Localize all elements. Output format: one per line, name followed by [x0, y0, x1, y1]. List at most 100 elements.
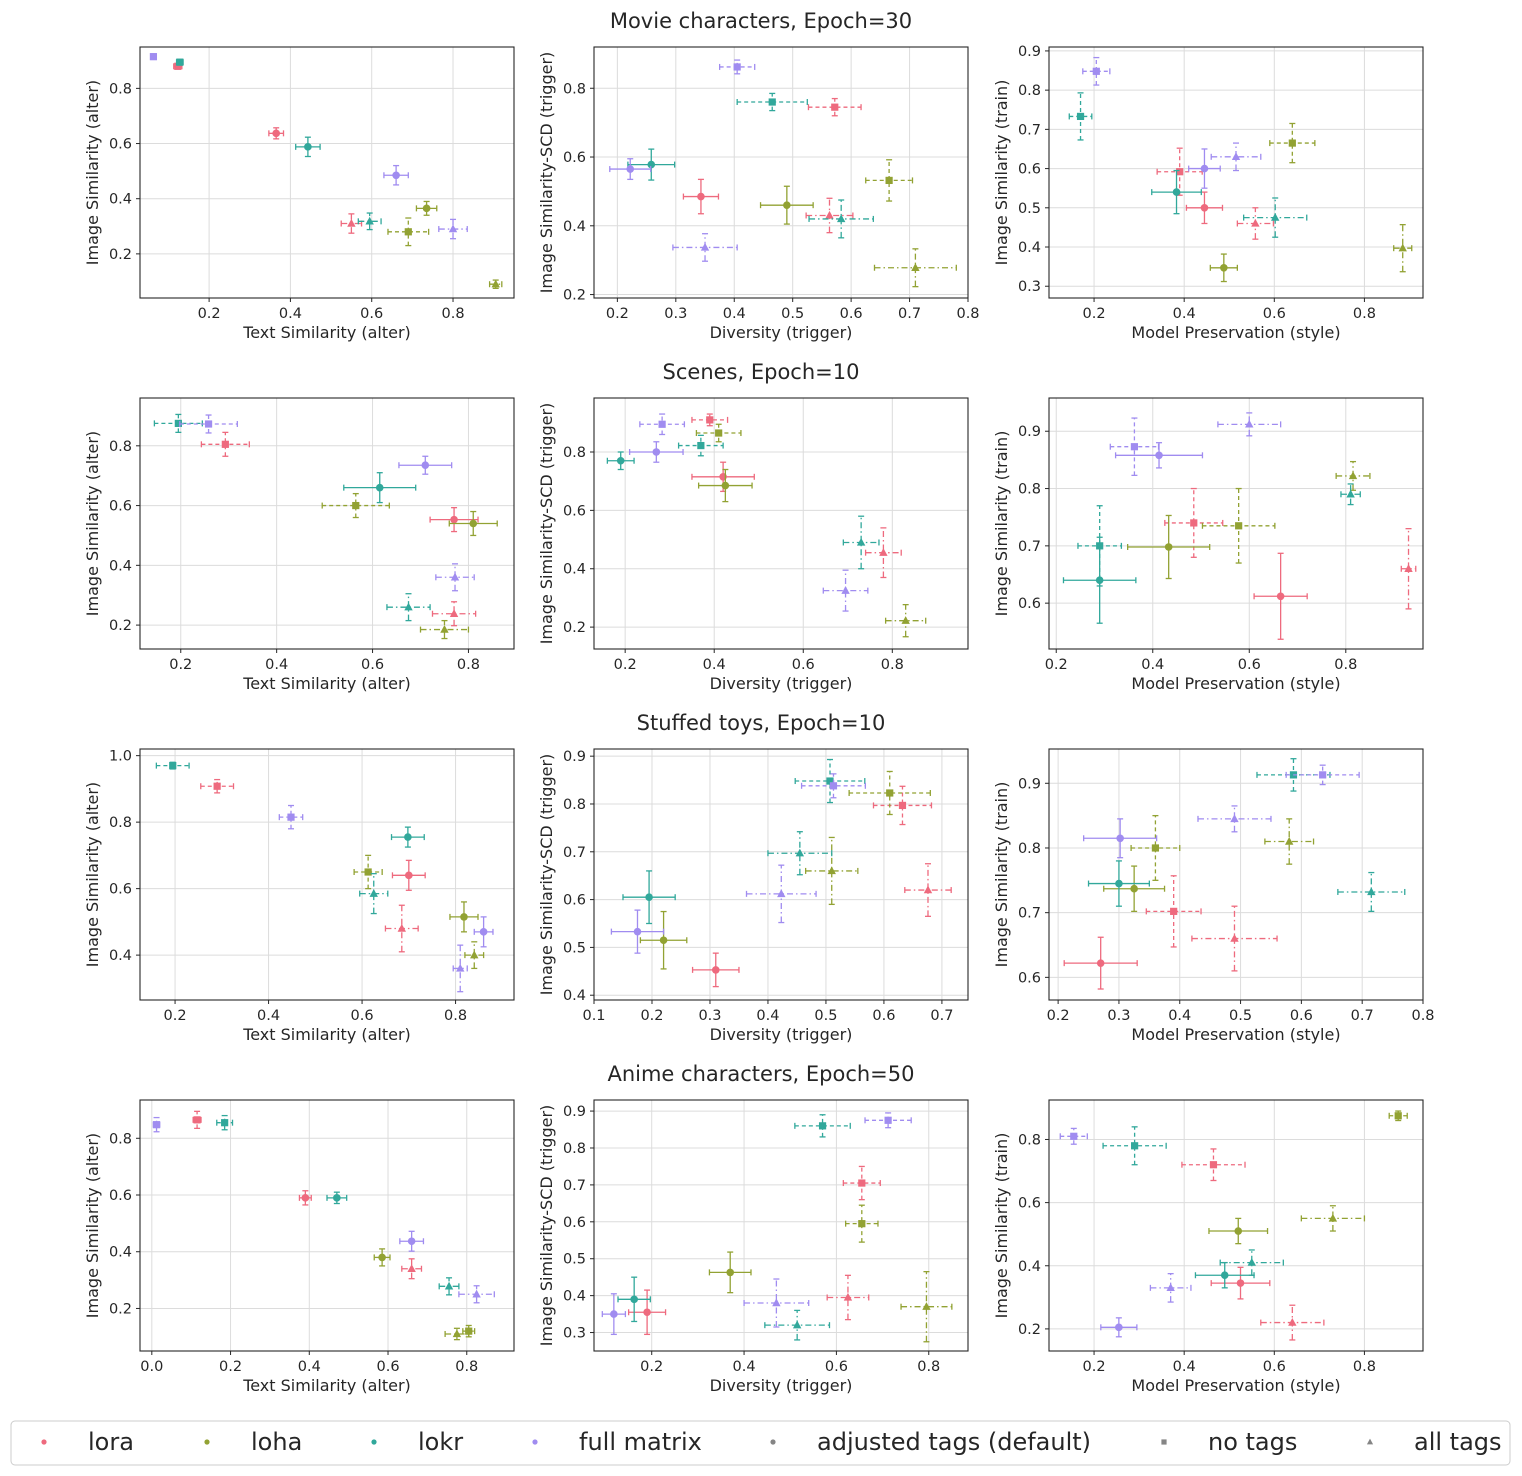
y-tick-label: 0.4	[563, 562, 586, 578]
axes-frame	[139, 748, 515, 1001]
scatter-panel: 0.2 0.4 0.6 0.8 0.2 0.4 0.6 0.8 Text Similarity …	[83, 397, 515, 693]
point-lokr-none	[736, 92, 808, 112]
point-loha-adjusted	[639, 910, 688, 970]
data-marker	[700, 242, 710, 251]
point-lokr-none	[1077, 505, 1123, 587]
x-tick-label: 0.2	[219, 1359, 242, 1375]
scatter-panel: 0.2 0.4 0.6 0.8 0.3 0.4 0.5 0.6 0.7 0.8 0.9 Model P…	[992, 44, 1424, 342]
y-tick-label: 0.8	[1018, 83, 1041, 99]
data-marker	[404, 833, 412, 841]
data-marker	[149, 53, 158, 61]
y-axis-label: Image Similarity-SCD (trigger)	[537, 403, 556, 645]
point-loha-all	[488, 279, 503, 289]
data-marker	[659, 936, 668, 945]
point-full-adjusted	[609, 158, 652, 181]
y-tick-label: 0.6	[563, 503, 586, 519]
x-tick-label: 0.6	[361, 657, 384, 673]
y-tick-label: 0.8	[563, 81, 586, 97]
data-marker	[1230, 814, 1239, 823]
point-lora-all	[1236, 207, 1275, 240]
x-tick-label: 0.6	[840, 306, 863, 322]
x-axis-label: Diversity (trigger)	[710, 1025, 853, 1044]
data-marker	[626, 165, 635, 173]
y-axis-label: Image Similarity-SCD (trigger)	[537, 1105, 556, 1347]
point-full-none	[278, 804, 304, 830]
y-tick-label: 0.6	[563, 893, 586, 909]
data-marker	[697, 192, 705, 201]
y-tick-label: 0.9	[1018, 44, 1041, 60]
x-tick-label: 0.4	[257, 1008, 280, 1024]
data-marker	[886, 789, 894, 797]
point-lora-none	[691, 413, 729, 427]
point-full-all	[1197, 805, 1272, 833]
data-marker	[633, 927, 642, 936]
data-marker	[333, 1194, 341, 1202]
point-lokr-adjusted	[606, 451, 635, 471]
data-marker	[885, 176, 893, 185]
point-full-adjusted	[601, 1293, 627, 1336]
data-marker	[829, 782, 838, 790]
legend-marker	[1366, 1438, 1374, 1445]
x-tick-label: 0.2	[640, 1359, 663, 1375]
point-loha-adjusted	[373, 1248, 391, 1267]
point-lora-adjusted	[691, 952, 740, 988]
point-lokr-none	[175, 58, 184, 66]
data-marker	[818, 1122, 827, 1130]
y-tick-label: 0.8	[1018, 482, 1041, 498]
x-tick-label: 0.4	[703, 657, 726, 673]
point-loha-adjusted	[1103, 865, 1166, 913]
data-marker	[831, 103, 839, 111]
axes-frame	[593, 397, 969, 650]
point-loha-none	[865, 159, 914, 202]
y-tick-label: 0.4	[1018, 1259, 1041, 1275]
point-lora-adjusted	[682, 178, 720, 215]
data-marker	[272, 129, 280, 138]
point-loha-none	[844, 1204, 879, 1243]
point-lora-none	[192, 1110, 202, 1130]
data-marker	[836, 214, 846, 223]
y-tick-label: 0.8	[563, 445, 586, 461]
y-tick-label: 0.6	[109, 137, 132, 153]
point-loha-adjusted	[708, 1251, 752, 1294]
x-tick-label: 0.4	[1173, 1359, 1196, 1375]
data-marker	[352, 501, 360, 510]
point-lokr-adjusted	[627, 148, 676, 181]
y-tick-label: 0.4	[109, 1245, 132, 1261]
point-full-adjusted	[628, 441, 684, 463]
data-marker	[711, 966, 720, 974]
data-marker	[301, 1194, 310, 1202]
point-lokr-all	[357, 212, 382, 231]
point-full-none	[1109, 417, 1160, 477]
axes-frame	[1048, 46, 1424, 299]
legend-label: lokr	[418, 1428, 463, 1456]
x-tick-label: 0.1	[582, 1008, 605, 1024]
x-tick-label: 0.5	[814, 1008, 837, 1024]
data-marker	[460, 913, 468, 921]
legend-entry: all tags	[1366, 1428, 1502, 1456]
point-lora-all	[864, 527, 902, 579]
axes-frame	[1048, 748, 1424, 1001]
point-lokr-none	[1102, 1126, 1167, 1166]
y-axis-label: Image Similarity (train)	[992, 1133, 1011, 1319]
x-tick-label: 0.8	[1411, 1008, 1434, 1024]
data-marker	[452, 1329, 462, 1338]
y-tick-label: 0.9	[563, 749, 586, 765]
data-marker	[825, 210, 834, 219]
legend-entry: full matrix	[532, 1428, 702, 1456]
y-tick-label: 0.3	[563, 1326, 586, 1342]
data-marker	[610, 1310, 618, 1318]
point-full-adjusted	[1083, 818, 1158, 859]
data-marker	[470, 950, 479, 959]
x-tick-label: 0.6	[1263, 1359, 1286, 1375]
data-marker	[1076, 112, 1085, 121]
data-marker	[1115, 879, 1123, 888]
data-marker	[879, 548, 888, 556]
y-axis-label: Image Similarity (train)	[992, 782, 1011, 968]
legend-entry: loha	[204, 1428, 302, 1456]
x-tick-label: 0.4	[298, 1359, 321, 1375]
legend-marker	[204, 1439, 210, 1445]
point-lora-adjusted	[1210, 1266, 1271, 1300]
point-full-all	[1210, 142, 1262, 172]
point-full-none	[179, 414, 238, 434]
